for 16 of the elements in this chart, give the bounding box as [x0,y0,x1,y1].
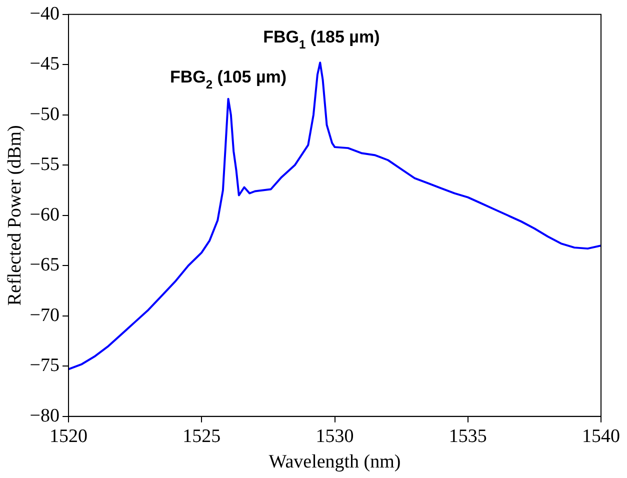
x-tick-label: 1520 [50,426,88,447]
y-tick-label: −60 [30,204,60,226]
x-tick-label: 1530 [316,426,354,447]
x-tick-label: 1525 [182,426,221,447]
x-tick-label: 1540 [582,426,620,447]
y-tick-label: −40 [30,3,60,24]
y-tick-label: −75 [30,355,60,376]
y-tick-label: −55 [30,154,60,176]
y-tick-label: −45 [30,54,60,75]
y-tick-label: −70 [30,304,60,326]
y-tick-label: −65 [30,254,60,276]
x-tick-label: 1535 [448,426,487,447]
x-axis-title: Wavelength (nm) [268,452,401,473]
y-tick-label: −50 [30,104,60,125]
y-axis-title: Reflected Power (dBm) [4,125,26,306]
y-tick-label: −80 [30,405,60,426]
